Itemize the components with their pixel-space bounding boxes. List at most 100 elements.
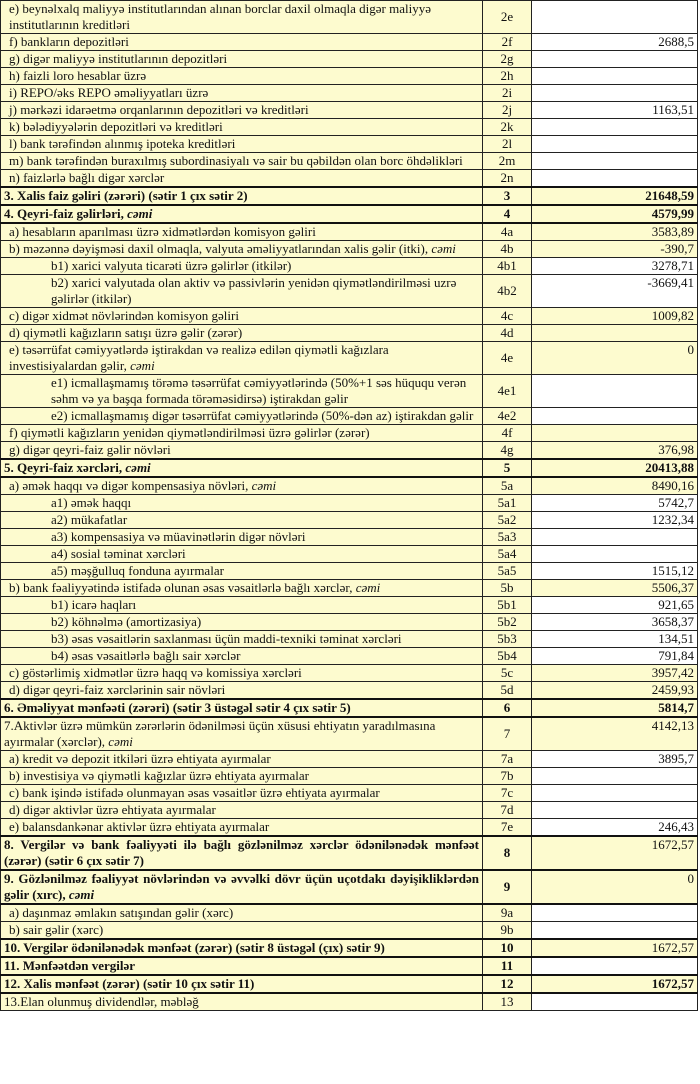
row-code: 2j — [482, 101, 532, 119]
table-row: 3. Xalis faiz gəliri (zərəri) (sətir 1 ç… — [0, 186, 698, 206]
row-value: 4579,99 — [531, 204, 698, 224]
table-row: 11. Mənfəətdən vergilər 11 — [0, 956, 698, 976]
row-label-total-marker: cəmi — [125, 460, 151, 475]
row-label-text: b4) əsas vəsaitlərlə bağlı sair xərclər — [51, 648, 241, 663]
row-label: f) qiymətli kağızların yenidən qiymətlən… — [0, 424, 483, 442]
row-label: b2) köhnəlmə (amortizasiya) — [0, 613, 483, 631]
row-value: 1232,34 — [531, 511, 698, 529]
row-label-text: e) təsərrüfat cəmiyyətlərdə iştirakdan v… — [9, 342, 389, 373]
table-row: b4) əsas vəsaitlərlə bağlı sair xərclər 5… — [0, 647, 698, 665]
row-label: d) digər qeyri-faiz xərclərinin sair növ… — [0, 681, 483, 700]
row-value: 1672,57 — [531, 938, 698, 958]
row-label-text: a4) sosial təminat xərcləri — [51, 546, 186, 561]
row-value: 0 — [531, 341, 698, 375]
row-label-text: b2) köhnəlmə (amortizasiya) — [51, 614, 202, 629]
row-label-text: a5) məşğulluq fonduna ayırmalar — [51, 563, 224, 578]
row-label: 5. Qeyri-faiz xərcləri, cəmi — [0, 458, 483, 478]
row-value: 5742,7 — [531, 494, 698, 512]
row-code: 7b — [482, 767, 532, 785]
row-code: 2f — [482, 33, 532, 51]
row-label-text: a) hesabların aparılması üzrə xidmətlərd… — [9, 224, 316, 239]
row-label-text: d) digər aktivlər üzrə ehtiyata ayırmala… — [9, 802, 216, 817]
row-label: k) bələdiyyələrin depozitləri və kreditl… — [0, 118, 483, 136]
row-label: b2) xarici valyutada olan aktiv və passi… — [0, 274, 483, 308]
row-label-text: 6. Əməliyyat mənfəəti (zərəri) (sətir 3 … — [4, 700, 351, 715]
row-code: 4f — [482, 424, 532, 442]
row-value: 21648,59 — [531, 186, 698, 206]
row-label: a) daşınmaz əmlakın satışından gəlir (xə… — [0, 903, 483, 922]
row-label-text: a) daşınmaz əmlakın satışından gəlir (xə… — [9, 905, 234, 920]
row-code: 4 — [482, 204, 532, 224]
row-value: 134,51 — [531, 630, 698, 648]
income-statement-table: e) beynəlxalq maliyyə institutlarından a… — [0, 0, 698, 1011]
row-label: c) digər xidmət növlərindən komisyon gəl… — [0, 307, 483, 325]
row-value — [531, 992, 698, 1011]
row-value: -3669,41 — [531, 274, 698, 308]
row-label: e) beynəlxalq maliyyə institutlarından a… — [0, 0, 483, 34]
table-row: c) bank işində istifadə olunmayan əsas v… — [0, 784, 698, 802]
row-code: 2k — [482, 118, 532, 136]
row-label: e2) icmallaşmamış digər təsərrüfat cəmiy… — [0, 407, 483, 425]
row-label: 4. Qeyri-faiz gəlirləri, cəmi — [0, 204, 483, 224]
row-label-text: 9. Gözlənilməz fəaliyyət növlərindən və … — [4, 871, 479, 902]
row-value: 3583,89 — [531, 222, 698, 241]
row-value — [531, 374, 698, 408]
row-value — [531, 801, 698, 819]
row-code: 2n — [482, 169, 532, 188]
table-row: e) balansdankənar aktivlər üzrə ehtiyata… — [0, 818, 698, 837]
table-row: a1) əmək haqqı 5a1 5742,7 — [0, 494, 698, 512]
table-row: c) göstərlimiş xidmətlər üzrə haqq və ko… — [0, 664, 698, 682]
row-value — [531, 528, 698, 546]
row-value — [531, 545, 698, 563]
row-code: 5d — [482, 681, 532, 700]
row-label: d) qiymətli kağızların satışı üzrə gəlir… — [0, 324, 483, 342]
row-value: 791,84 — [531, 647, 698, 665]
row-code: 11 — [482, 956, 532, 976]
row-label-text: b) sair gəlir (xərc) — [9, 922, 104, 937]
row-label-total-marker: cəmi — [130, 358, 155, 373]
row-label-text: k) bələdiyyələrin depozitləri və kreditl… — [9, 119, 223, 134]
row-code: 7 — [482, 716, 532, 751]
row-code: 5a2 — [482, 511, 532, 529]
row-label: b) məzənnə dəyişməsi daxil olmaqla, valy… — [0, 240, 483, 258]
row-value — [531, 118, 698, 136]
row-label-text: f) qiymətli kağızların yenidən qiymətlən… — [9, 425, 370, 440]
row-value — [531, 407, 698, 425]
row-code: 2h — [482, 67, 532, 85]
row-code: 8 — [482, 835, 532, 871]
row-label-total-marker: cəmi — [127, 206, 153, 221]
row-label-text: b) investisiya və qiymətli kağızlar üzrə… — [9, 768, 309, 783]
row-code: 12 — [482, 974, 532, 994]
row-label: b4) əsas vəsaitlərlə bağlı sair xərclər — [0, 647, 483, 665]
table-row: c) digər xidmət növlərindən komisyon gəl… — [0, 307, 698, 325]
row-label: 11. Mənfəətdən vergilər — [0, 956, 483, 976]
table-row: 4. Qeyri-faiz gəlirləri, cəmi 4 4579,99 — [0, 204, 698, 224]
row-label-text: a1) əmək haqqı — [51, 495, 132, 510]
table-row: a4) sosial təminat xərcləri 5a4 — [0, 545, 698, 563]
row-code: 6 — [482, 698, 532, 718]
row-label-text: a3) kompensasiya və müavinətlərin digər … — [51, 529, 306, 544]
row-value — [531, 0, 698, 34]
row-code: 13 — [482, 992, 532, 1011]
row-code: 3 — [482, 186, 532, 206]
row-label: f) bankların depozitləri — [0, 33, 483, 51]
row-value: 5814,7 — [531, 698, 698, 718]
row-code: 5b — [482, 579, 532, 597]
row-label-text: b2) xarici valyutada olan aktiv və passi… — [51, 275, 457, 306]
row-value: 376,98 — [531, 441, 698, 460]
row-label-text: a2) mükafatlar — [51, 512, 128, 527]
row-value — [531, 784, 698, 802]
table-row: i) REPO/əks REPO əməliyyatları üzrə 2i — [0, 84, 698, 102]
row-code: 4e — [482, 341, 532, 375]
row-value: 2688,5 — [531, 33, 698, 51]
table-row: 5. Qeyri-faiz xərcləri, cəmi 5 20413,88 — [0, 458, 698, 478]
row-label-text: 7.Aktivlər üzrə mümkün zərərlərin ödənil… — [4, 718, 436, 749]
row-label-text: e1) icmallaşmamış törəmə təsərrüfat cəmi… — [51, 375, 467, 406]
table-row: e) beynəlxalq maliyyə institutlarından a… — [0, 0, 698, 34]
row-label-total-marker: cəmi — [251, 478, 277, 493]
row-label-text: a) əmək haqqı və digər kompensasiya növl… — [9, 478, 252, 493]
row-value: 1009,82 — [531, 307, 698, 325]
table-row: a) əmək haqqı və digər kompensasiya növl… — [0, 476, 698, 495]
table-row: d) digər aktivlər üzrə ehtiyata ayırmala… — [0, 801, 698, 819]
row-label: b1) xarici valyuta ticarəti üzrə gəlirlə… — [0, 257, 483, 275]
